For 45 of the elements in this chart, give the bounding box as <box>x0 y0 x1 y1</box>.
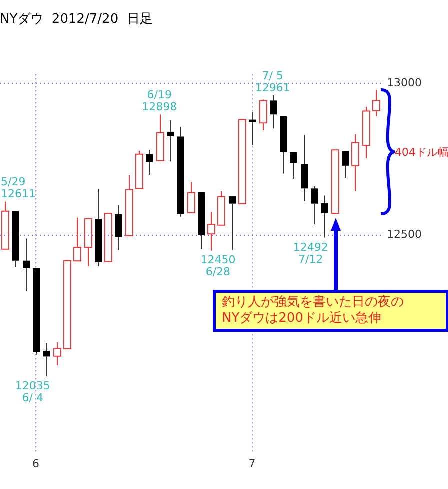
candlestick <box>270 95 277 130</box>
candlestick <box>352 134 360 192</box>
text: 12035 6/ 4 <box>15 379 50 404</box>
annotation: 釣り人が強気を書いた日の夜の NYダウは200ドル近い急伸 <box>222 295 405 327</box>
candlestick <box>74 217 82 262</box>
candlestick <box>126 174 134 236</box>
text: 404ドル幅 <box>394 145 448 160</box>
candlestick <box>301 134 308 202</box>
candlestick <box>23 238 30 292</box>
candlestick <box>342 151 349 179</box>
candlestick <box>280 116 287 174</box>
candlestick <box>229 196 236 252</box>
text: 12450 6/28 <box>200 254 236 279</box>
candlestick <box>177 126 184 218</box>
candlestick <box>290 152 297 180</box>
candlestick <box>54 342 62 366</box>
callout-box: 釣り人が強気を書いた日の夜の NYダウは200ドル近い急伸 <box>213 290 448 332</box>
candlestick <box>321 195 328 238</box>
candlestick <box>146 150 153 176</box>
text: 7/ 5 12961 <box>255 70 290 95</box>
candlestick <box>84 218 92 267</box>
candlestick <box>372 90 380 117</box>
candlestick <box>95 188 102 267</box>
candlestick <box>188 182 196 214</box>
candlestick <box>115 204 122 250</box>
candlestick <box>136 150 144 190</box>
y-tick-label: 13000 <box>387 76 422 90</box>
candlestick <box>2 201 10 250</box>
candlestick <box>156 114 164 162</box>
candlestick <box>33 268 40 356</box>
candlestick <box>218 190 226 226</box>
candlestick <box>43 342 50 377</box>
x-tick-label: 7 <box>248 457 256 470</box>
chart-title: NYダウ 2012/7/20 日足 <box>0 12 153 28</box>
text: 6/19 12898 <box>142 88 178 114</box>
x-tick-label: 6 <box>32 457 40 470</box>
candlestick <box>362 106 370 159</box>
candlestick <box>311 186 318 225</box>
y-tick-label: 12500 <box>387 228 422 242</box>
candlestick <box>208 212 216 252</box>
candlestick <box>12 211 19 268</box>
candlestick <box>167 120 174 162</box>
text: 12492 7/12 <box>293 240 328 266</box>
text: 5/29 12611 <box>1 176 36 201</box>
candlestick <box>198 192 205 250</box>
